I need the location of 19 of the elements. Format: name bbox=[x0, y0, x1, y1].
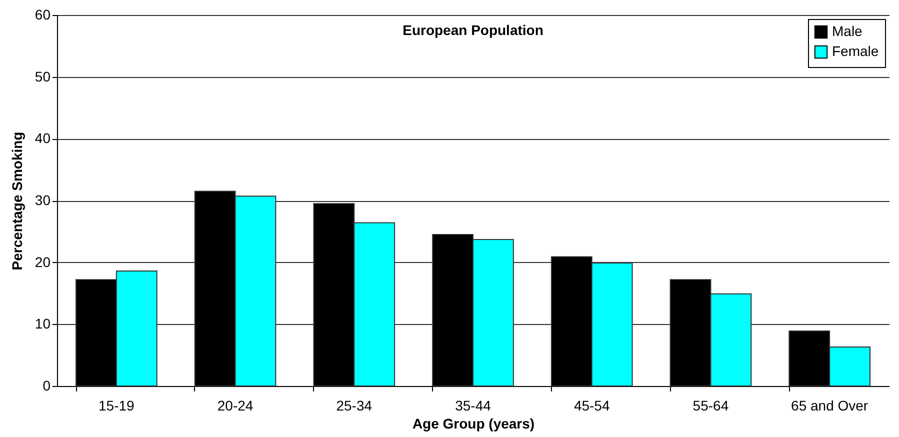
text: European Population bbox=[402, 22, 544, 38]
x-tick-label: 20-24 bbox=[217, 398, 254, 414]
y-tick-label: 20 bbox=[34, 254, 51, 270]
x-axis-title: Age Group (years) bbox=[412, 416, 535, 432]
x-tick-label: 15-19 bbox=[98, 398, 135, 414]
x-tick-label: 25-34 bbox=[336, 398, 372, 414]
y-tick-label: 40 bbox=[34, 130, 51, 146]
x-tick-label: 65 and Over bbox=[791, 398, 868, 414]
y-tick-label: 50 bbox=[34, 68, 51, 84]
y-tick-label: 10 bbox=[34, 316, 51, 332]
x-tick-label: 35-44 bbox=[455, 398, 492, 414]
y-tick-label: 30 bbox=[34, 192, 51, 208]
y-tick-label: 0 bbox=[42, 378, 51, 394]
y-tick-label: 60 bbox=[34, 6, 51, 22]
x-tick-label: 55-64 bbox=[692, 398, 729, 414]
legend-label: Female bbox=[832, 43, 879, 59]
y-axis-title: Percentage Smoking bbox=[8, 132, 25, 270]
x-tick-label: 45-54 bbox=[574, 398, 610, 414]
legend-label: Male bbox=[832, 23, 863, 39]
